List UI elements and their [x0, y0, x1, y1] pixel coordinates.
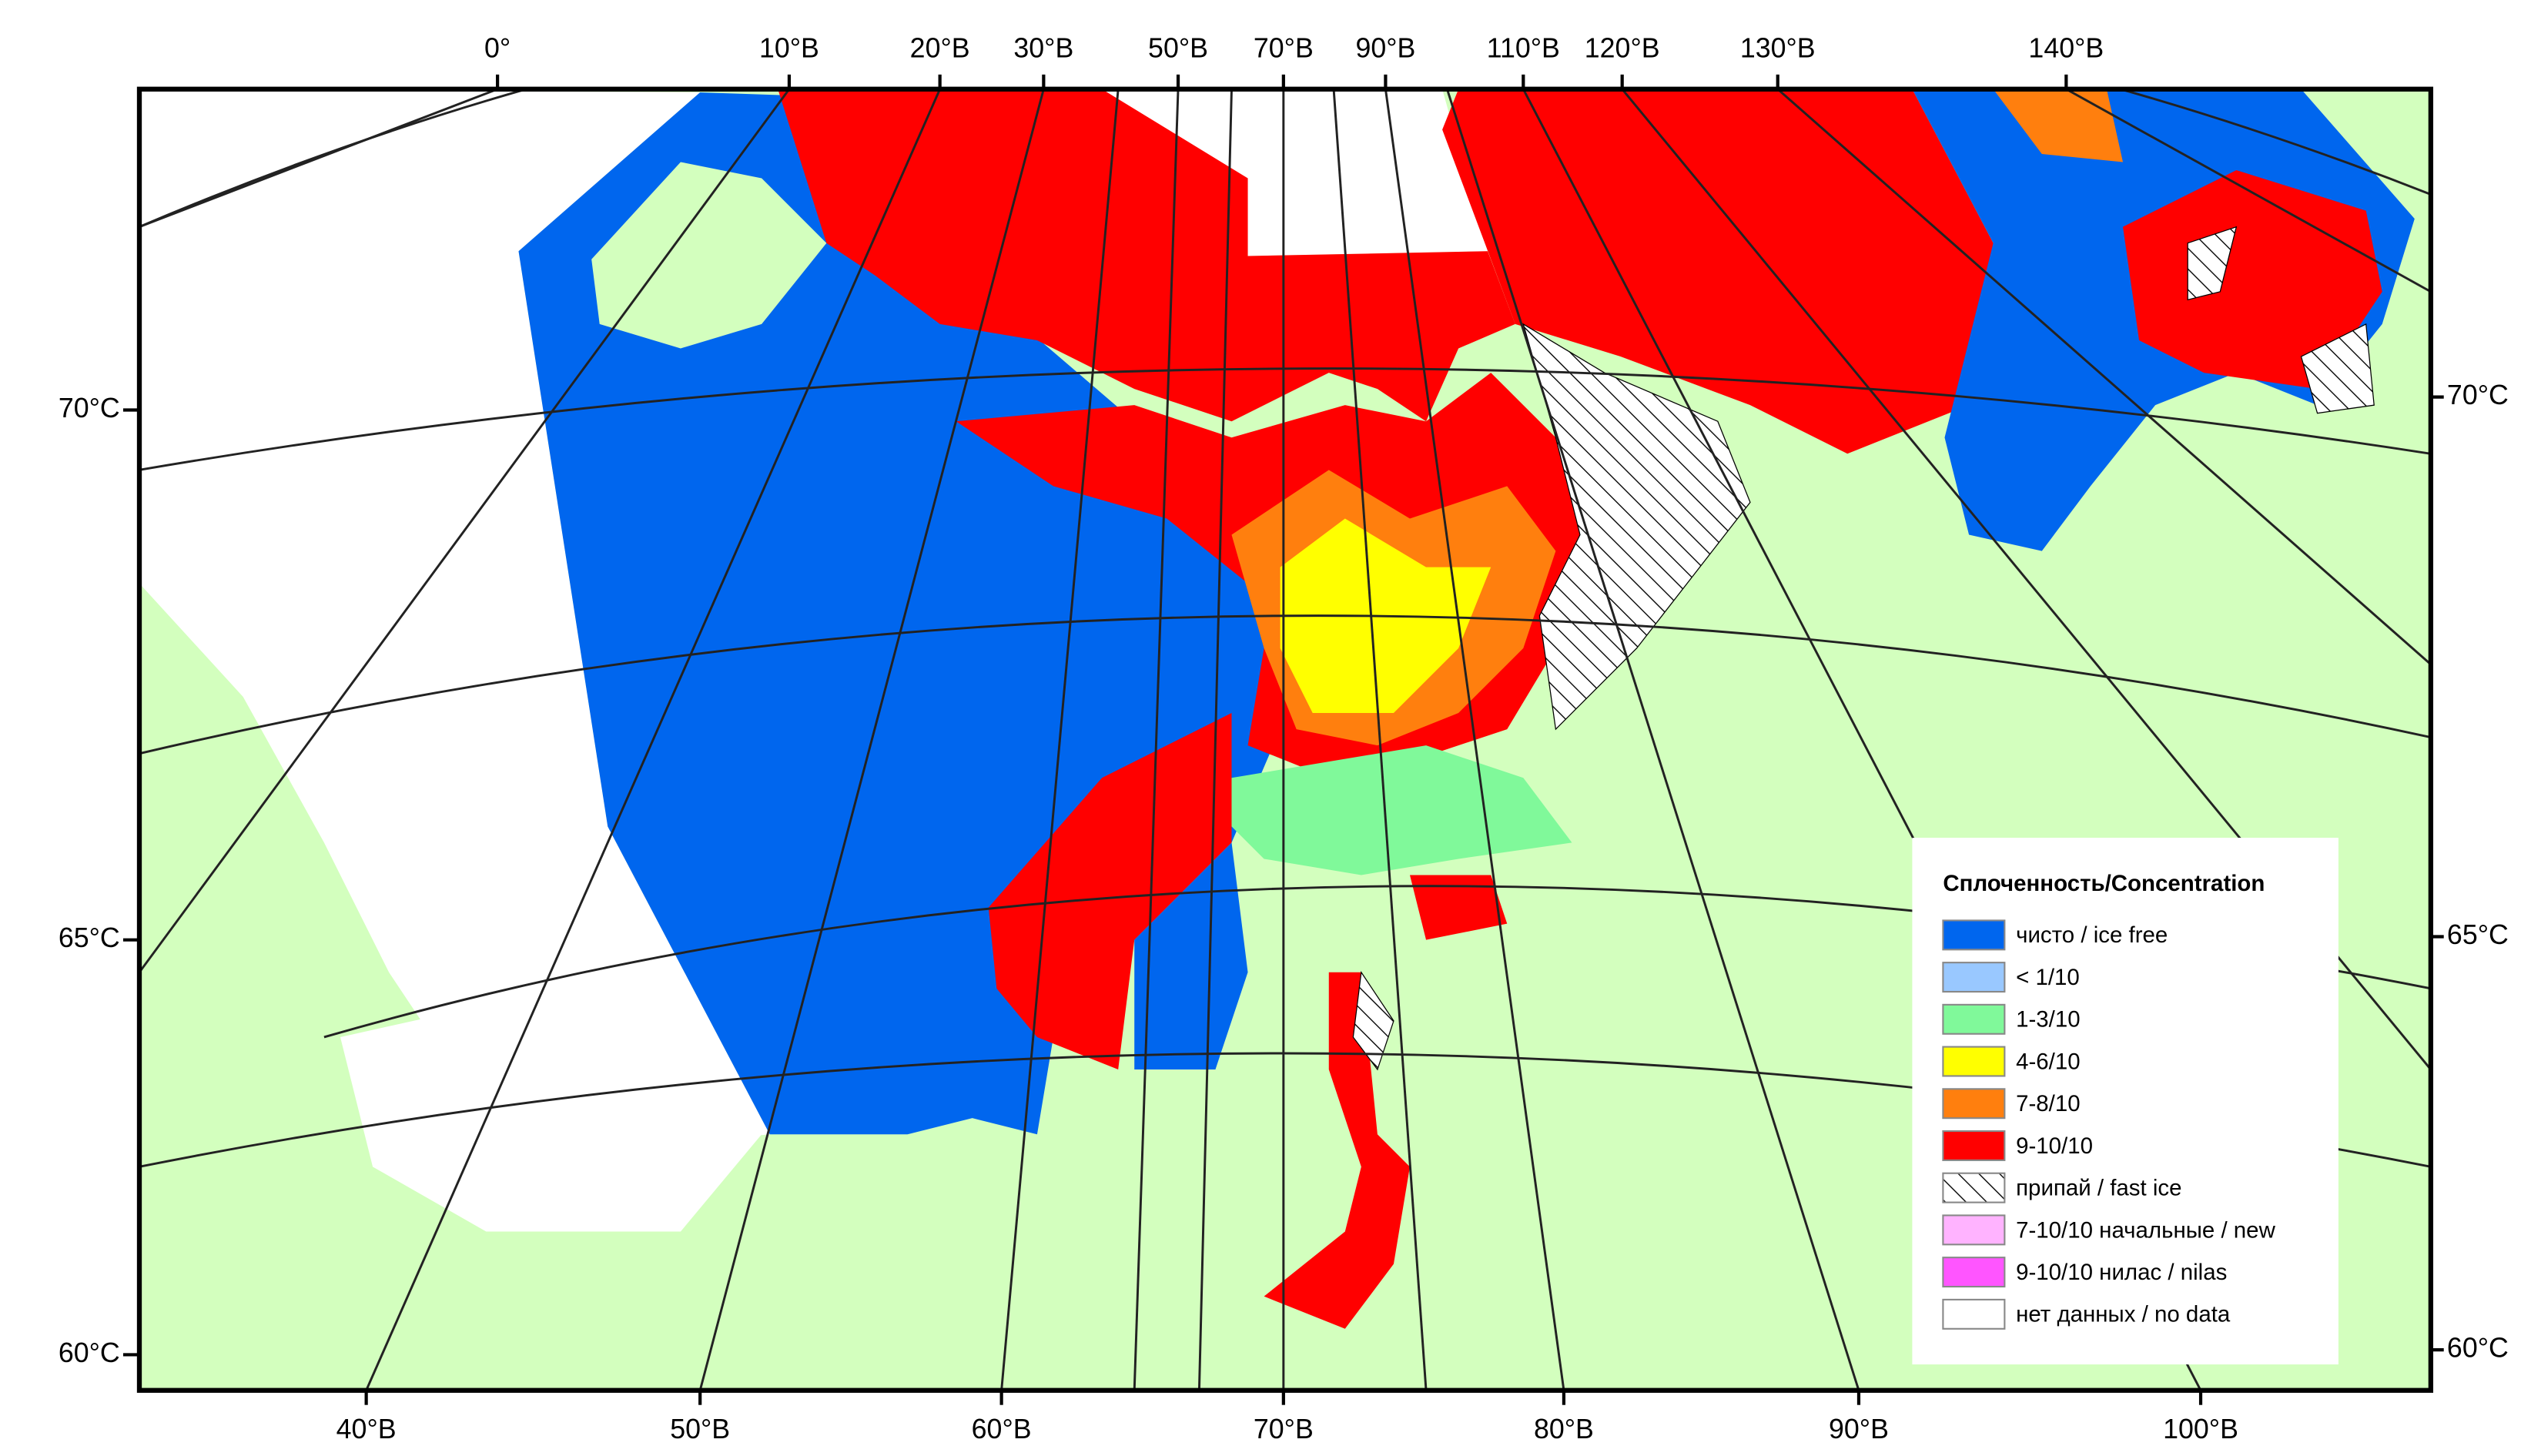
left-label: 60°С [59, 1337, 120, 1368]
legend-label: припай / fast ice [2016, 1176, 2181, 1201]
ice-free [1134, 842, 1248, 1070]
legend-label: 9-10/10 [2016, 1133, 2093, 1159]
swatch [1942, 962, 2006, 993]
fast-ice [2187, 226, 2238, 301]
swatch [1942, 919, 2006, 951]
swatch [1942, 1130, 2006, 1161]
ice-9-10 [1442, 89, 1994, 454]
top-label: 110°В [1487, 33, 1560, 64]
fast-ice [1352, 971, 1394, 1071]
bottom-label: 80°В [1534, 1414, 1594, 1444]
top-label: 130°В [1740, 33, 1816, 64]
legend-label: чисто / ice free [2016, 922, 2168, 948]
top-label: 20°В [910, 33, 970, 64]
bottom-label: 50°В [670, 1414, 730, 1444]
swatch [1942, 1257, 2006, 1288]
left-label: 70°С [59, 393, 120, 423]
legend-label: 4-6/10 [2016, 1049, 2081, 1074]
top-label: 50°В [1148, 33, 1208, 64]
right-label: 60°С [2447, 1333, 2509, 1364]
ice-9-10 [778, 89, 1515, 422]
left-label: 65°С [59, 922, 120, 953]
fast-ice [2300, 323, 2375, 414]
legend: Сплоченность/Concentration чисто / ice fr… [1912, 838, 2338, 1365]
top-label: 120°В [1585, 33, 1660, 64]
land [591, 162, 827, 349]
bottom-label: 40°В [336, 1414, 397, 1444]
legend-title: Сплоченность/Concentration [1943, 871, 2265, 896]
legend-label: 7-10/10 начальные / new [2016, 1217, 2275, 1243]
swatch [1942, 1214, 2006, 1246]
ice-9-10 [988, 713, 1232, 1070]
ice-9-10 [1264, 972, 1410, 1329]
top-label: 90°В [1355, 33, 1415, 64]
legend-label: нет данных / no data [2016, 1302, 2231, 1327]
legend-label: 1-3/10 [2016, 1007, 2081, 1033]
legend-label: < 1/10 [2016, 965, 2080, 990]
right-label: 70°С [2447, 380, 2509, 410]
ice-1-3 [1223, 745, 1572, 875]
legend-label: 9-10/10 нилас / nilas [2016, 1260, 2227, 1285]
top-label: 30°В [1013, 33, 1073, 64]
legend-label: 7-8/10 [2016, 1091, 2081, 1116]
right-label: 65°С [2447, 919, 2509, 950]
top-label: 140°В [2028, 33, 2104, 64]
fast-ice [1522, 323, 1751, 731]
swatch [1942, 1046, 2006, 1077]
top-label: 10°В [759, 33, 819, 64]
bottom-label: 100°В [2163, 1414, 2238, 1444]
ice-7-8 [1993, 89, 2124, 162]
graticule-labels: 0° 10°В 20°В 30°В 50°В 70°В 90°В 110°В 120°В 130°… [59, 33, 2509, 1444]
swatch [1942, 1003, 2006, 1035]
top-label: 0° [484, 33, 511, 64]
top-label: 70°В [1254, 33, 1314, 64]
swatch [1942, 1298, 2006, 1330]
bottom-label: 90°В [1829, 1414, 1889, 1444]
swatch [1942, 1172, 2006, 1203]
no-data-area [139, 89, 770, 1143]
graticule [139, 89, 2431, 1391]
bottom-label: 70°В [1254, 1414, 1314, 1444]
ice-9-10 [1409, 875, 1508, 940]
swatch [1942, 1088, 2006, 1120]
bottom-label: 60°В [972, 1414, 1032, 1444]
map-body [139, 89, 2431, 1391]
ice-9-10 [2123, 169, 2382, 390]
no-data-area [340, 1004, 762, 1232]
